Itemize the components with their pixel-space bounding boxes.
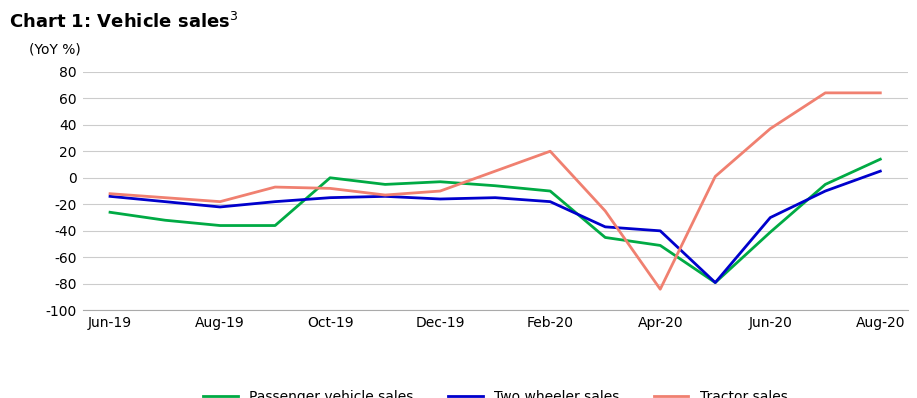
Text: Chart 1: Vehicle sales$^{3}$: Chart 1: Vehicle sales$^{3}$ [9,12,238,32]
Text: (YoY %): (YoY %) [28,43,81,57]
Legend: Passenger vehicle sales, Two wheeler sales, Tractor sales: Passenger vehicle sales, Two wheeler sal… [197,384,793,398]
